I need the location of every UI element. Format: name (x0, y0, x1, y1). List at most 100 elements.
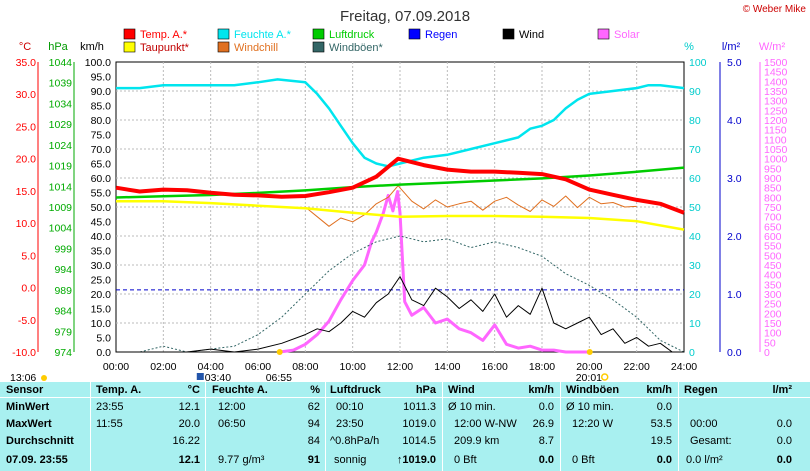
tick-label-temp: 35.0 (16, 57, 37, 69)
tick-label-wind: 25.0 (91, 275, 112, 287)
tick-label-time: 10:00 (340, 361, 366, 373)
tick-label-pressure: 1034 (49, 98, 73, 110)
tick-label-solar: 500 (764, 250, 782, 262)
tick-label-pressure: 984 (54, 306, 72, 318)
cell: Ø 10 min. (448, 401, 496, 413)
tick-label-time: 12:00 (387, 361, 413, 373)
tick-label-temp: 5.0 (21, 250, 36, 262)
tick-label-solar: 100 (764, 328, 782, 340)
legend-swatch (123, 28, 136, 40)
tick-label-wind: 60.0 (91, 173, 112, 185)
tick-label-humidity: 0 (689, 347, 695, 359)
tick-label-solar: 1500 (764, 57, 788, 69)
cell: 0.0 (538, 454, 554, 466)
cell: 62 (307, 401, 320, 413)
tick-label-temp: -5.0 (18, 315, 36, 327)
tick-label-temp: 10.0 (16, 218, 37, 230)
legend-label: Wind (519, 29, 544, 41)
tick-label-humidity: 50 (689, 202, 701, 214)
dawn-icon (196, 373, 204, 380)
tick-label-wind: 75.0 (91, 130, 112, 142)
tick-label-humidity: 60 (689, 173, 701, 185)
cell: 23:55 (96, 401, 124, 413)
unit-label-temp: °C (19, 41, 31, 53)
legend-swatch (597, 28, 610, 40)
tick-label-wind: 15.0 (91, 304, 112, 316)
series-line-solar (279, 190, 590, 354)
tick-label-solar: 250 (764, 299, 782, 311)
tick-label-temp: 15.0 (16, 186, 37, 198)
tick-label-pressure: 1019 (49, 161, 73, 173)
cell: 1019.0 (402, 418, 436, 430)
series-line-wind (116, 276, 684, 353)
sun-icon (41, 375, 47, 381)
col-header-wind: Wind (448, 384, 475, 396)
cell: 11:55 (96, 418, 123, 430)
tick-label-pressure: 994 (54, 264, 72, 276)
tick-label-solar: 1150 (764, 125, 787, 137)
cell: 20.0 (178, 418, 200, 430)
legend-label: Windböen* (329, 42, 384, 54)
legend-label: Taupunkt* (140, 42, 190, 54)
tick-label-temp: 30.0 (16, 89, 37, 101)
tick-label-wind: 10.0 (91, 318, 112, 330)
cell: ↑1019.0 (396, 454, 436, 466)
chart-title: Freitag, 07.09.2018 (340, 8, 470, 25)
series-line-taupunkt (116, 199, 685, 231)
unit-label-solar: W/m² (759, 41, 786, 53)
tick-label-rain: 1.0 (727, 289, 742, 301)
cell: Ø 10 min. (566, 401, 614, 413)
axis-unit-labels: °C hPa km/h% l/m² W/m² (19, 41, 786, 53)
sunset-dot (586, 349, 593, 355)
cell: 0.0 (776, 454, 792, 466)
tick-label-rain: 0.0 (727, 347, 742, 359)
tick-label-time: 22:00 (624, 361, 650, 373)
tick-label-solar: 150 (764, 318, 782, 330)
tick-label-pressure: 1039 (49, 78, 73, 90)
tick-label-time: 18:00 (529, 361, 555, 373)
tick-label-pressure: 1044 (49, 57, 73, 69)
tick-label-solar: 450 (764, 260, 782, 272)
legend-swatch (312, 41, 325, 53)
legend-swatch (123, 41, 136, 53)
legend-label: Temp. A.* (140, 29, 188, 41)
series-layer (115, 78, 685, 354)
tick-label-humidity: 100 (689, 57, 707, 69)
cell: 94 (307, 418, 320, 430)
tick-label-solar: 50 (764, 337, 776, 349)
tick-label-wind: 5.0 (96, 333, 111, 345)
legend-swatch (217, 28, 230, 40)
col-unit-wind: km/h (528, 384, 554, 396)
series-line-windchill (304, 185, 637, 227)
tick-label-solar: 750 (764, 202, 782, 214)
cell: ^0.8hPa/h (330, 435, 380, 447)
tick-label-humidity: 70 (689, 144, 701, 156)
label-sunrise: 06:55 (266, 372, 292, 382)
tick-label-wind: 45.0 (91, 217, 112, 229)
col-header-pressure: Luftdruck (330, 384, 381, 396)
tick-label-solar: 700 (764, 212, 782, 224)
series-line-luftdruck (115, 166, 685, 199)
col-header-humidity: Feuchte A. (212, 384, 268, 396)
legend-swatch (312, 28, 325, 40)
series-line-temp-a (115, 156, 685, 215)
tick-label-wind: 80.0 (91, 115, 112, 127)
tick-label-solar: 650 (764, 221, 782, 233)
tick-label-wind: 35.0 (91, 246, 112, 258)
legend-label: Regen (425, 29, 457, 41)
tick-label-time: 24:00 (671, 361, 697, 373)
cell: 209.9 km (454, 435, 500, 447)
time-markers: 03:40 06:55 20:01 13:06 (10, 349, 609, 382)
cell: 1011.3 (403, 401, 436, 413)
tick-label-humidity: 90 (689, 86, 701, 98)
tick-label-time: 06:00 (245, 361, 271, 373)
label-daylight: 13:06 (10, 372, 36, 382)
tick-label-wind: 100.0 (85, 57, 111, 69)
tick-label-humidity: 40 (689, 231, 701, 243)
tick-label-solar: 1300 (764, 96, 788, 108)
tick-label-time: 16:00 (482, 361, 508, 373)
cell: 0.0 (656, 401, 672, 413)
tick-label-humidity: 30 (689, 260, 701, 272)
cell: sonnig (334, 454, 367, 466)
tick-label-wind: 0.0 (96, 347, 111, 359)
